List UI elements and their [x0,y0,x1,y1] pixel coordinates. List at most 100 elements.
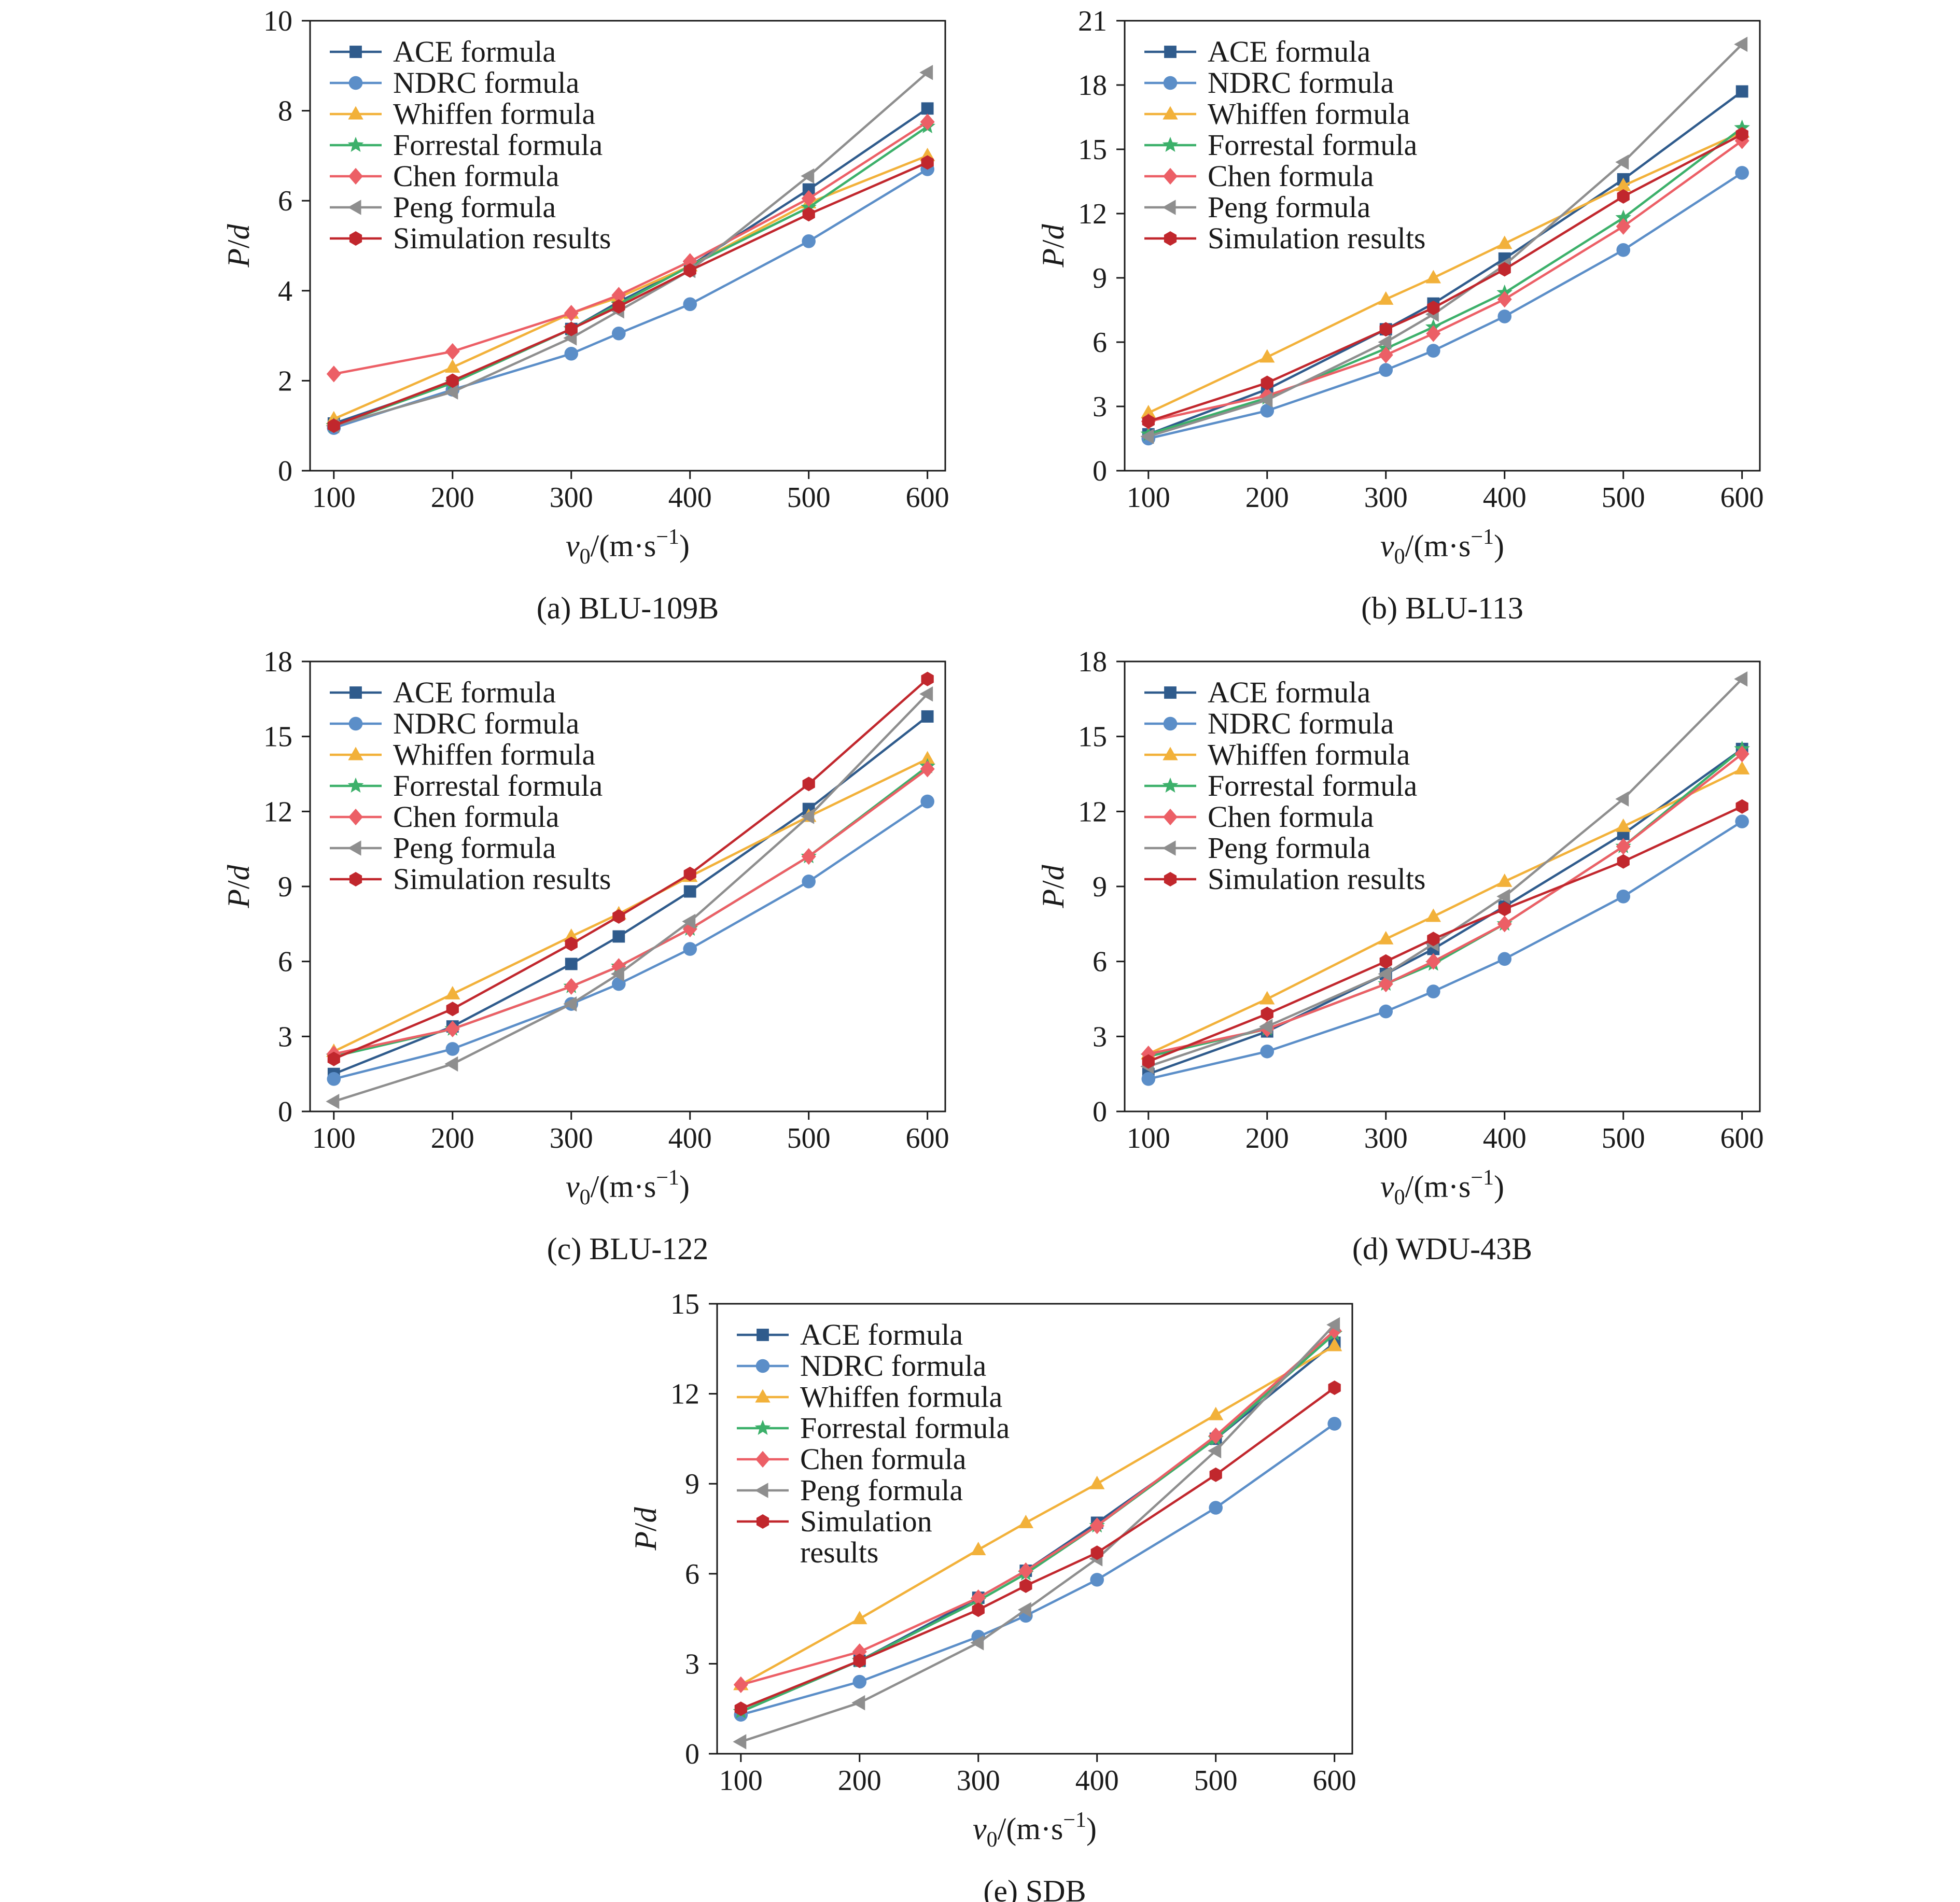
data-point [612,977,626,991]
legend-label: Forrestal formula [1208,128,1417,162]
data-point [1426,984,1440,998]
data-point [1617,189,1630,204]
x-axis-label: v0/(m·s−1) [566,1166,690,1209]
data-point [971,1589,986,1607]
legend-label: NDRC formula [393,707,579,740]
data-point [1734,36,1748,52]
y-tick-label: 8 [278,95,292,128]
series-whiffen [1141,760,1750,1060]
legend-label: Simulation [800,1504,932,1538]
x-tick-label: 400 [668,1122,712,1154]
legend-marker [755,1359,770,1373]
data-point [1426,325,1441,342]
legend-label: Chen formula [800,1442,967,1476]
legend-label: Whiffen formula [1208,738,1410,771]
y-tick-label: 3 [685,1648,699,1680]
data-point [1379,322,1392,337]
data-point [1734,760,1750,774]
legend-label: Peng formula [393,190,556,224]
y-tick-label: 9 [278,871,292,903]
legend-marker [348,716,363,731]
data-point [1018,1562,1033,1580]
data-point [920,114,935,131]
data-point [1498,901,1511,917]
y-tick-label: 9 [1093,262,1107,294]
data-point [1208,1406,1224,1420]
x-tick-label: 100 [1127,482,1170,514]
y-tick-label: 2 [278,365,292,397]
data-point [853,1653,866,1668]
y-tick-label: 18 [1078,69,1107,102]
data-point [326,365,341,383]
x-tick-label: 100 [312,482,356,514]
y-tick-label: 12 [1078,198,1107,230]
x-tick-label: 200 [1245,482,1289,514]
x-tick-label: 100 [1127,1122,1170,1154]
data-point [921,155,934,170]
data-point [1261,375,1273,390]
x-tick-label: 200 [1245,1122,1289,1154]
data-point [1379,954,1392,969]
data-point [1141,405,1156,418]
series-ndrc [1141,814,1749,1086]
chart-panel-3: 100 200 300 400 500 600 0 3 6 9 12 15 18 P/d v0/(m·s−1… [221,646,949,1266]
y-tick-label: 0 [278,455,292,487]
data-point [1260,1044,1275,1059]
data-point [801,190,816,207]
data-point [1261,1006,1273,1021]
x-tick-label: 500 [1194,1765,1238,1797]
chart-panel-4: 100 200 300 400 500 600 0 3 6 9 12 15 18 P/d v0/(m·s−1… [1036,646,1764,1266]
data-point [564,305,579,322]
data-point [564,978,579,995]
data-point [1260,403,1275,418]
x-tick-label: 200 [431,482,474,514]
data-point [1328,1380,1341,1395]
y-tick-label: 10 [263,5,292,37]
x-tick-label: 300 [1364,1122,1408,1154]
legend-label: Forrestal formula [800,1411,1010,1445]
data-point [1496,889,1510,904]
data-point [1426,344,1440,358]
legend-marker [1162,200,1176,215]
chart-panel-1: 100 200 300 400 500 600 0 2 4 6 8 10 P/d v0/(m·s−1) (a… [221,5,949,625]
data-point [1427,932,1440,947]
legend-label: Simulation results [393,221,611,255]
data-point [1615,154,1629,170]
data-point [970,1635,984,1651]
x-tick-label: 100 [719,1765,763,1797]
x-tick-label: 400 [1483,1122,1527,1154]
y-tick-label: 3 [1093,1021,1107,1053]
y-axis-label: P/d [1036,864,1070,908]
legend-marker [1163,167,1178,185]
data-point [1615,818,1631,832]
y-tick-label: 18 [1078,646,1107,678]
data-point [1426,953,1441,970]
y-tick-label: 0 [1093,455,1107,487]
data-point [1379,1004,1393,1019]
data-point [1734,671,1748,687]
legend-marker [1164,231,1177,246]
legend-marker [1163,716,1178,731]
legend-marker [757,1329,769,1341]
data-point [801,809,815,824]
series-whiffen [733,1337,1342,1690]
x-axis-label: v0/(m·s−1) [1380,1166,1504,1209]
data-point [1018,1515,1034,1528]
data-point [1735,166,1749,180]
data-point [1497,873,1513,887]
data-point [1259,991,1275,1005]
data-point [802,777,815,792]
data-point [1019,1578,1032,1593]
y-tick-label: 0 [685,1738,699,1770]
data-point [1378,346,1393,363]
y-tick-label: 15 [263,721,292,753]
panel-caption: (d) WDU-43B [1352,1232,1532,1266]
data-point [1378,975,1393,993]
x-tick-label: 300 [550,1122,593,1154]
y-tick-label: 9 [1093,871,1107,903]
legend-marker [1164,872,1177,886]
data-point [565,957,578,970]
data-point [1615,209,1631,225]
